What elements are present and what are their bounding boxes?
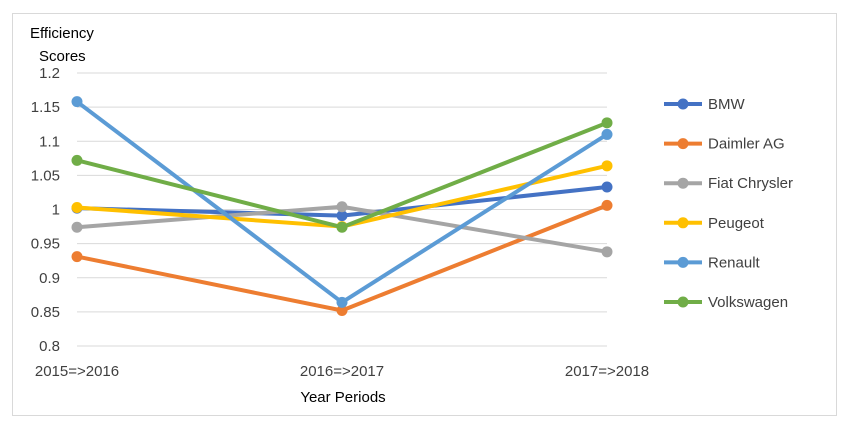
x-tick-label: 2015=>2016	[35, 363, 119, 380]
y-axis-title-line-2: Scores	[39, 48, 86, 65]
data-point	[336, 221, 348, 233]
data-point	[71, 221, 83, 233]
y-tick-label: 1.1	[39, 133, 60, 150]
legend-label: Volkswagen	[708, 294, 788, 311]
series-volkswagen	[71, 117, 613, 233]
y-axis-title-line-1: Efficiency	[30, 25, 94, 42]
legend-label: Daimler AG	[708, 136, 785, 153]
data-point	[336, 305, 348, 317]
legend-item: Peugeot	[664, 215, 765, 232]
data-point	[601, 160, 613, 172]
legend-swatch-marker	[677, 296, 689, 308]
y-axis-ticks: 0.8 0.85 0.9 0.95 1 1.05 1.1 1.15 1.2	[31, 65, 60, 355]
series-fiat-chrysler	[71, 201, 613, 258]
x-tick-label: 2016=>2017	[300, 363, 384, 380]
legend: BMW Daimler AG Fiat Chrysler Peugeot Renault…	[664, 96, 793, 311]
data-point	[601, 246, 613, 258]
series-daimler-ag	[71, 199, 613, 317]
gridlines	[77, 72, 607, 347]
series-renault	[71, 96, 613, 308]
y-tick-label: 1.05	[31, 167, 60, 184]
legend-swatch-marker	[677, 138, 689, 150]
series-layer	[71, 96, 613, 317]
legend-item: Daimler AG	[664, 136, 785, 153]
data-point	[601, 128, 613, 140]
data-point	[601, 199, 613, 211]
data-point	[336, 296, 348, 308]
data-point	[71, 201, 83, 213]
legend-label: Peugeot	[708, 215, 765, 232]
x-tick-label: 2017=>2018	[565, 363, 649, 380]
y-tick-label: 1.2	[39, 65, 60, 82]
y-tick-label: 0.85	[31, 304, 60, 321]
legend-item: Renault	[664, 254, 761, 271]
legend-swatch-marker	[677, 98, 689, 110]
legend-label: Fiat Chrysler	[708, 175, 793, 192]
legend-swatch-marker	[677, 217, 689, 229]
data-point	[71, 96, 83, 108]
data-point	[336, 210, 348, 222]
x-axis-title: Year Periods	[300, 389, 385, 406]
y-tick-label: 0.9	[39, 270, 60, 287]
legend-item: Fiat Chrysler	[664, 175, 793, 192]
data-point	[601, 181, 613, 193]
legend-item: Volkswagen	[664, 294, 788, 311]
data-point	[71, 251, 83, 263]
data-point	[336, 201, 348, 213]
x-axis-ticks: 2015=>2016 2016=>2017 2017=>2018	[35, 363, 649, 380]
legend-label: Renault	[708, 254, 761, 271]
y-tick-label: 1.15	[31, 99, 60, 116]
legend-swatch-marker	[677, 256, 689, 268]
y-tick-label: 1	[52, 202, 60, 219]
y-tick-label: 0.95	[31, 236, 60, 253]
data-point	[601, 117, 613, 129]
y-tick-label: 0.8	[39, 338, 60, 355]
legend-swatch-marker	[677, 177, 689, 189]
legend-label: BMW	[708, 96, 746, 113]
legend-item: BMW	[664, 96, 746, 113]
data-point	[71, 154, 83, 166]
